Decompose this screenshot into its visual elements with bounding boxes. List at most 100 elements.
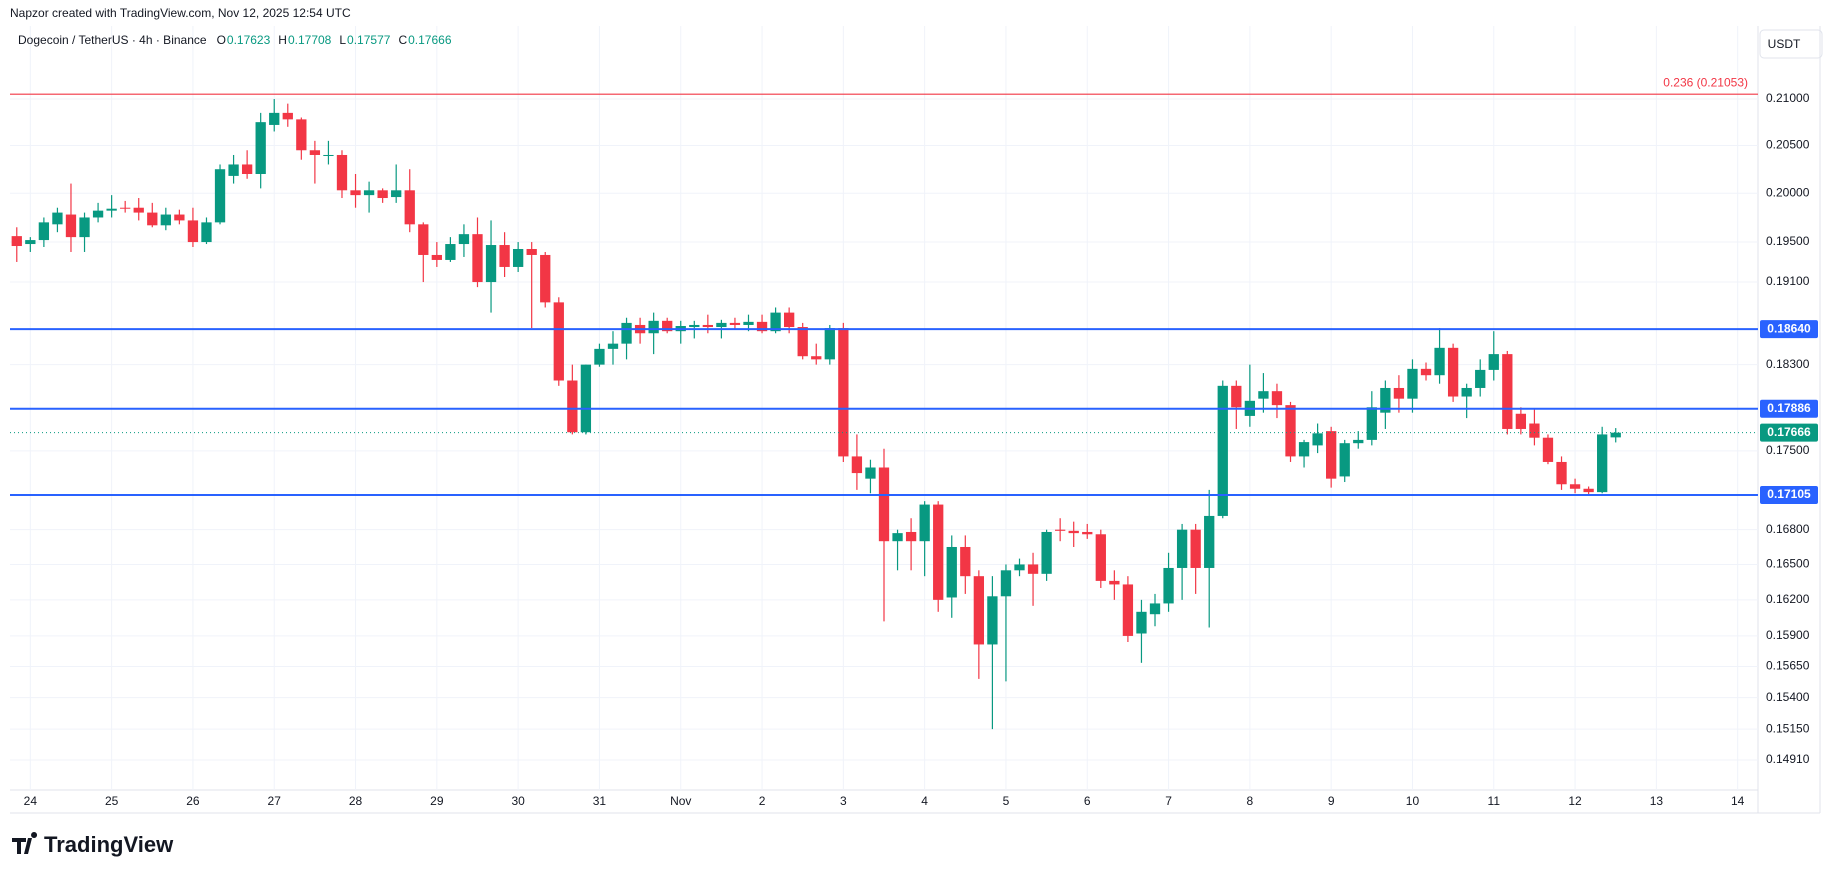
candle-body <box>1109 580 1120 585</box>
candle-body <box>147 212 158 226</box>
currency-button[interactable] <box>1759 29 1823 59</box>
y-tick-label: 0.20500 <box>1766 138 1810 152</box>
candle-body <box>120 207 131 209</box>
candle-body <box>797 327 808 357</box>
price-label-box <box>1760 423 1818 442</box>
candle-body <box>377 190 388 199</box>
x-tick-label: 11 <box>1488 794 1501 808</box>
candle-body <box>987 596 998 645</box>
candle-body <box>743 321 754 325</box>
candle-body <box>1461 387 1472 397</box>
y-tick-label: 0.16800 <box>1766 522 1810 536</box>
candle-body <box>1434 347 1445 376</box>
candle-body <box>553 302 564 381</box>
candle-body <box>133 207 144 213</box>
candle-body <box>1068 530 1079 534</box>
candle-body <box>594 348 605 365</box>
candle-body <box>1027 564 1039 574</box>
y-tick-label: 0.19500 <box>1766 234 1810 248</box>
candle-body <box>1095 534 1106 581</box>
candle-body <box>1475 369 1486 388</box>
candle-body <box>1298 442 1310 457</box>
candle-body <box>1163 567 1174 604</box>
x-tick-label: 4 <box>921 794 928 808</box>
candle-body <box>323 154 334 156</box>
candle-body <box>1258 391 1269 399</box>
candle-body <box>540 254 551 303</box>
x-tick-label: Nov <box>670 794 691 808</box>
x-tick-label: 3 <box>840 794 847 808</box>
candle-body <box>621 322 632 344</box>
candle-body <box>1529 423 1540 438</box>
ohlc-value: 0.17708 <box>288 33 332 47</box>
candle-body <box>770 312 781 332</box>
candle-body <box>1502 354 1513 429</box>
logo-mark <box>12 832 38 854</box>
price-label-box <box>1760 320 1818 339</box>
price-label-box <box>1760 485 1818 504</box>
x-tick-label: 14 <box>1731 794 1745 808</box>
ohlc-value: 0.17623 <box>227 33 271 47</box>
line-label: 0.236 (0.21053) <box>1663 75 1748 89</box>
candle-body <box>1326 431 1337 479</box>
candle-body <box>865 467 876 479</box>
candle-body <box>702 324 713 328</box>
candle-body <box>1055 529 1066 531</box>
candle-body <box>567 380 578 433</box>
x-tick-label: 13 <box>1650 794 1664 808</box>
candle-body <box>1149 603 1161 615</box>
candle-body <box>418 224 429 255</box>
y-tick-label: 0.15150 <box>1766 721 1810 735</box>
ohlc-value: 0.17577 <box>347 33 391 47</box>
candle-body <box>296 119 307 151</box>
candle-body <box>25 240 36 245</box>
candle-body <box>933 504 944 600</box>
candle-body <box>892 533 903 542</box>
candle-body <box>1231 385 1242 408</box>
candle-body <box>689 324 700 328</box>
plot-frame <box>10 26 1821 814</box>
candle-body <box>472 234 483 283</box>
candle-body <box>716 322 727 328</box>
candle-body <box>1190 529 1201 568</box>
candle-body <box>445 244 456 260</box>
candle-body <box>1420 368 1432 376</box>
candle-body <box>1488 354 1499 370</box>
y-tick-label: 0.20000 <box>1766 185 1810 199</box>
candle-body <box>187 220 199 243</box>
y-tick-label: 0.15650 <box>1766 659 1810 673</box>
attribution: Napzor created with TradingView.com, Nov… <box>10 6 351 20</box>
candle-body <box>201 222 212 243</box>
currency[interactable]: USDT <box>1768 37 1801 51</box>
ohlc-label: O <box>217 33 226 47</box>
candle-body <box>1176 529 1188 568</box>
candle-body <box>1583 488 1594 493</box>
candle-body <box>1082 531 1093 535</box>
candle-body <box>1041 531 1052 574</box>
candle-body <box>1556 461 1567 485</box>
candle-body <box>580 364 592 433</box>
candle-body <box>1569 484 1581 489</box>
candle-body <box>824 328 835 360</box>
candle-body <box>1000 570 1012 597</box>
candle-body <box>526 248 537 255</box>
candle-body <box>960 546 971 577</box>
candle-body <box>106 208 117 211</box>
price-label: 0.17886 <box>1767 401 1811 415</box>
price-label: 0.17105 <box>1767 487 1811 501</box>
candle-body <box>282 112 293 120</box>
x-tick-label: 10 <box>1406 794 1420 808</box>
candle-body <box>1597 434 1608 493</box>
y-tick-label: 0.15400 <box>1766 690 1810 704</box>
candle-body <box>1339 443 1350 477</box>
price-label-box <box>1760 399 1818 418</box>
candle-body <box>905 531 917 542</box>
candle-body <box>350 190 361 196</box>
candle-body <box>255 122 266 174</box>
candle-body <box>607 343 619 349</box>
candle-body <box>1353 439 1364 444</box>
candle-body <box>65 214 77 238</box>
chart-title: Dogecoin / TetherUS · 4h · Binance <box>18 33 207 47</box>
x-tick-label: 29 <box>430 794 444 808</box>
